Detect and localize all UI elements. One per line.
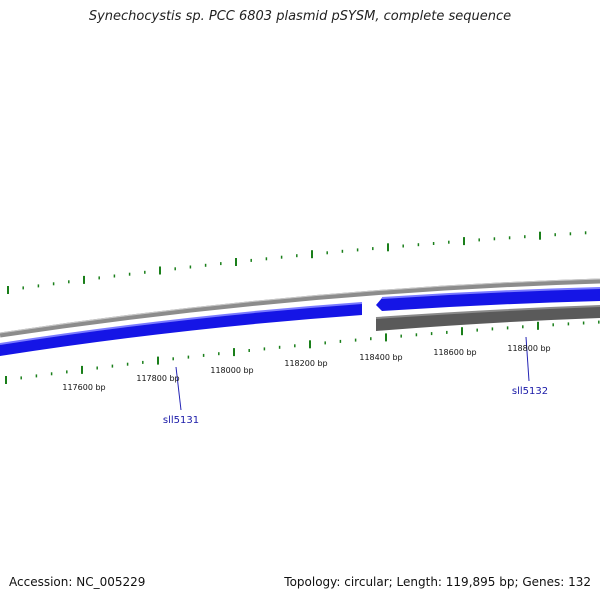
gene-label-line-sll5131 — [175, 366, 182, 411]
position-label: 117800 bp — [136, 374, 179, 383]
map-title: Synechocystis sp. PCC 6803 plasmid pSYSM… — [88, 9, 512, 24]
backbone-line — [0, 278, 600, 338]
position-label: 118200 bp — [284, 359, 327, 368]
sequence-stats: Topology: circular; Length: 119,895 bp; … — [284, 575, 591, 589]
gene-label-sll5131[interactable]: sll5131 — [163, 415, 199, 426]
gene-label-line-sll5132 — [525, 336, 530, 382]
accession-label: Accession: NC_005229 — [9, 575, 146, 589]
inner-tick-ring — [5, 320, 600, 384]
gene-feature-sll5132-highlight — [381, 287, 600, 299]
gene-label-sll5132[interactable]: sll5132 — [512, 386, 548, 397]
gene-feature-sll5131[interactable] — [0, 303, 362, 356]
backbone-line-highlight — [0, 278, 600, 334]
reverse-gene-feature[interactable] — [376, 306, 600, 331]
reverse-gene-feature-highlight — [375, 305, 600, 319]
position-label: 118600 bp — [433, 348, 476, 357]
position-label: 118000 bp — [210, 366, 253, 375]
position-label: 117600 bp — [62, 383, 105, 392]
position-label: 118800 bp — [507, 344, 550, 353]
outer-tick-ring — [7, 231, 587, 294]
gene-feature-sll5131-highlight — [0, 302, 363, 345]
position-label: 118400 bp — [359, 353, 402, 362]
gene-feature-sll5132[interactable] — [376, 288, 600, 311]
